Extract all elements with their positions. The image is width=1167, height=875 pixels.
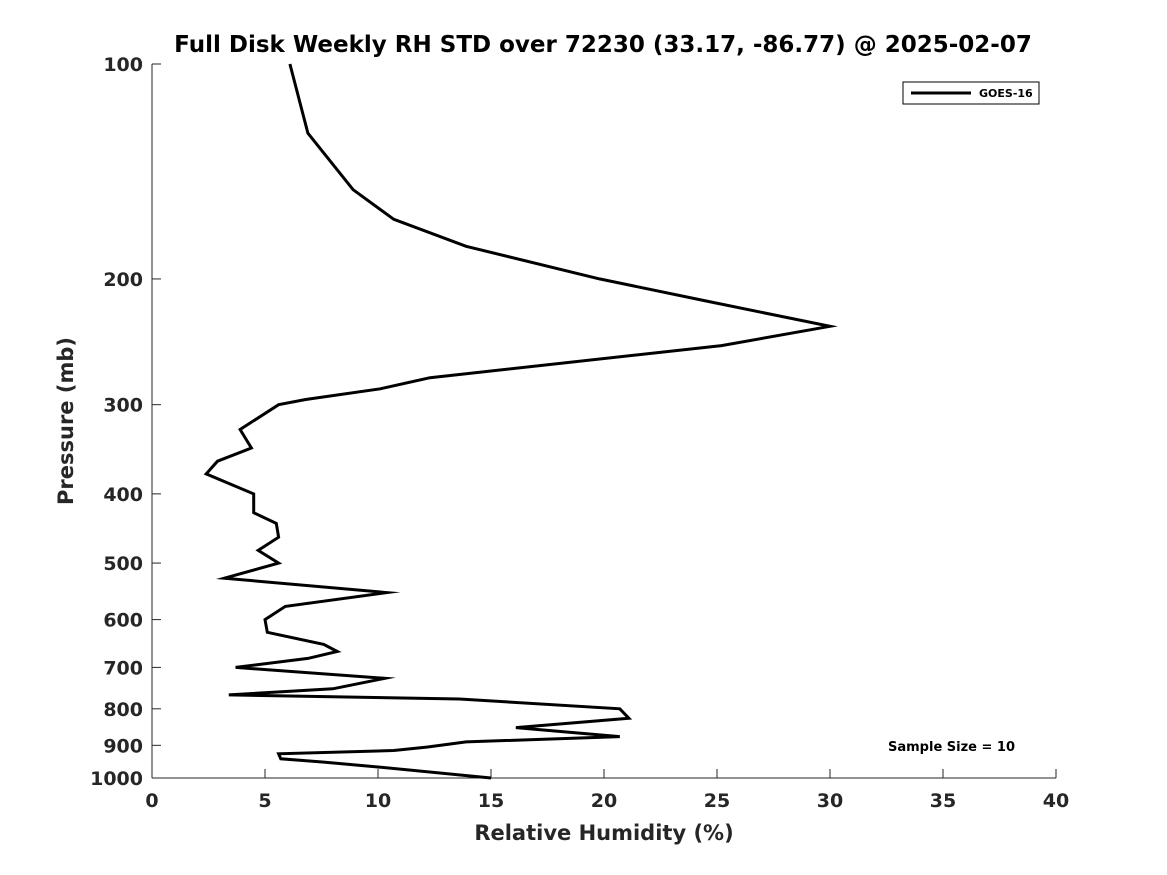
y-tick-label: 1000: [90, 768, 143, 790]
x-tick-label: 15: [478, 790, 504, 812]
legend-label-goes-16: GOES-16: [979, 87, 1033, 100]
y-tick-label: 100: [103, 54, 143, 76]
sample-size-annotation: Sample Size = 10: [888, 740, 1015, 755]
x-tick-label: 35: [930, 790, 956, 812]
x-tick-label: 25: [704, 790, 730, 812]
axis-ticks: 0 5 10 15 20 25 30 35 40 100 200 300 400 500 600 700 800…: [90, 54, 1069, 812]
x-tick-label: 10: [365, 790, 391, 812]
x-tick-label: 5: [258, 790, 271, 812]
x-axis-label: Relative Humidity (%): [474, 821, 733, 845]
y-tick-label: 400: [103, 484, 143, 506]
y-tick-label: 300: [103, 395, 143, 417]
x-tick-label: 40: [1043, 790, 1069, 812]
x-tick-label: 20: [591, 790, 617, 812]
chart-title: Full Disk Weekly RH STD over 72230 (33.1…: [174, 32, 1032, 58]
series-layer: [203, 63, 838, 780]
y-tick-label: 500: [103, 553, 143, 575]
x-tick-label: 30: [817, 790, 843, 812]
y-tick-label: 600: [103, 610, 143, 632]
legend: GOES-16: [902, 81, 1040, 105]
y-tick-label: 900: [103, 735, 143, 757]
y-tick-label: 700: [103, 657, 143, 679]
x-tick-label: 0: [145, 790, 158, 812]
y-tick-label: 200: [103, 269, 143, 291]
series-line-goes-16: [203, 63, 838, 780]
y-tick-label: 800: [103, 699, 143, 721]
y-axis-label: Pressure (mb): [54, 337, 78, 505]
